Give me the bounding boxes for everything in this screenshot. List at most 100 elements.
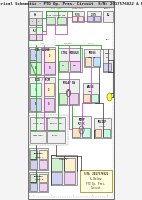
Text: C: C <box>35 54 36 58</box>
Text: Electrical Schematic - PTO Op. Pres. Circuit  S/N: 2017576822 & Below: Electrical Schematic - PTO Op. Pres. Cir… <box>0 2 142 6</box>
Text: PRESS: PRESS <box>88 51 96 55</box>
Text: CONN: CONN <box>91 13 97 17</box>
Text: VALVE: VALVE <box>99 125 106 127</box>
Bar <box>69 93 78 104</box>
Text: HARNESS: HARNESS <box>34 175 44 177</box>
Bar <box>72 128 80 137</box>
Text: SENSOR: SENSOR <box>88 56 96 58</box>
Bar <box>44 49 55 62</box>
Text: & Below: & Below <box>90 177 102 181</box>
Text: signal: signal <box>87 43 94 44</box>
Bar <box>29 11 42 25</box>
Bar <box>30 150 37 159</box>
Bar <box>46 17 56 24</box>
Bar <box>30 174 37 182</box>
Text: ECU / PCM: ECU / PCM <box>35 78 50 82</box>
Bar <box>64 172 75 184</box>
Bar <box>30 98 41 111</box>
Text: M: M <box>81 128 82 132</box>
Bar <box>36 18 42 25</box>
Text: FUSE: FUSE <box>75 13 81 17</box>
Bar <box>29 148 48 170</box>
Text: A: A <box>35 66 36 70</box>
Bar <box>51 172 62 184</box>
Bar <box>39 183 47 191</box>
Bar <box>72 116 91 138</box>
Text: BATT -: BATT - <box>52 134 60 136</box>
Bar <box>82 128 90 137</box>
Bar <box>94 16 100 21</box>
Text: VALVE: VALVE <box>87 85 95 89</box>
Bar <box>30 117 46 130</box>
Bar <box>64 158 75 171</box>
Bar <box>95 129 101 137</box>
Bar <box>29 27 42 40</box>
Bar <box>39 174 47 182</box>
Bar <box>29 115 68 145</box>
Text: CTRL MODULE: CTRL MODULE <box>61 51 79 55</box>
Bar <box>44 62 55 74</box>
Bar <box>87 16 93 21</box>
Text: D: D <box>48 88 49 92</box>
Bar <box>58 79 79 105</box>
Text: CTRL: CTRL <box>88 90 94 92</box>
Bar <box>29 77 56 112</box>
Bar <box>72 11 84 22</box>
Text: C: C <box>35 88 36 92</box>
Text: 12V IGN: 12V IGN <box>51 7 61 9</box>
Bar <box>30 62 41 74</box>
Bar <box>29 172 48 192</box>
Bar <box>84 49 100 67</box>
Text: RELAY SW: RELAY SW <box>62 81 75 85</box>
Bar <box>30 160 37 169</box>
Text: CHASSIS GND / SUPPLY: CHASSIS GND / SUPPLY <box>35 117 62 119</box>
Bar <box>103 129 110 137</box>
Bar <box>30 131 46 143</box>
Text: GRN/PRP: GRN/PRP <box>64 42 73 44</box>
Bar <box>30 183 37 191</box>
Text: SW: SW <box>34 13 37 17</box>
Text: GND BUS: GND BUS <box>33 134 43 136</box>
Bar <box>103 63 111 71</box>
Bar <box>39 150 47 159</box>
Bar <box>29 47 56 75</box>
Text: FUSE BLK: FUSE BLK <box>33 122 44 123</box>
Bar <box>103 11 113 22</box>
Bar <box>36 34 42 40</box>
Text: S/N: 2017576822: S/N: 2017576822 <box>84 172 108 176</box>
Bar <box>39 160 47 169</box>
Text: Circuit: Circuit <box>91 186 101 190</box>
Text: PUMP: PUMP <box>78 118 85 122</box>
Bar <box>29 34 36 40</box>
Bar <box>103 49 113 72</box>
Text: RELIEF: RELIEF <box>98 120 107 124</box>
Text: HARNESS
CONN C: HARNESS CONN C <box>59 158 68 160</box>
Text: L: L <box>109 95 110 99</box>
Bar <box>44 83 54 96</box>
Bar <box>78 16 83 21</box>
Bar <box>28 1 114 7</box>
Text: B+: B+ <box>107 13 110 17</box>
Text: PTO Op. Pres.: PTO Op. Pres. <box>86 182 106 186</box>
Bar <box>91 94 98 102</box>
Bar <box>86 11 101 22</box>
Text: RELAY BOX: RELAY BOX <box>50 122 62 124</box>
Bar <box>83 83 99 103</box>
Bar <box>83 94 90 102</box>
Bar <box>47 131 65 143</box>
Bar <box>30 49 41 62</box>
Bar <box>70 61 80 71</box>
Text: A: A <box>35 102 36 106</box>
Bar <box>47 117 65 130</box>
Text: GRN: GRN <box>41 43 44 44</box>
Bar <box>51 158 62 171</box>
Text: B: B <box>49 66 50 70</box>
Text: MOTOR: MOTOR <box>78 122 85 126</box>
Text: RLY: RLY <box>33 29 38 33</box>
Bar <box>44 98 54 111</box>
Bar <box>85 57 91 66</box>
Text: B: B <box>48 102 49 106</box>
Bar <box>58 48 82 72</box>
Text: BATT+: BATT+ <box>104 7 111 9</box>
Bar <box>30 83 41 96</box>
